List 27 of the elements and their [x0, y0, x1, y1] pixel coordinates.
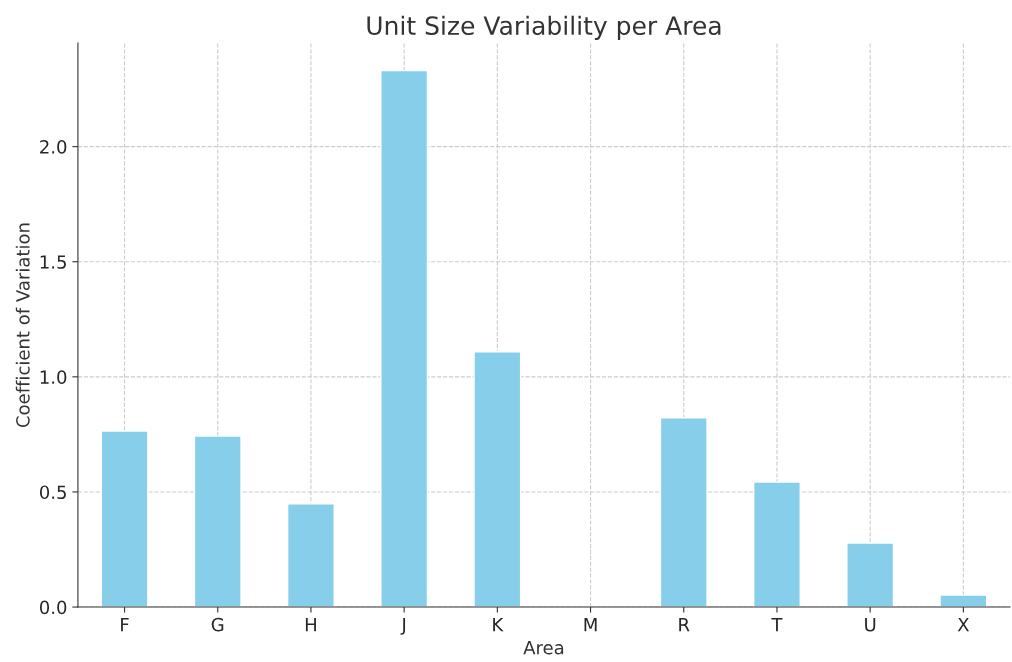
bar [752, 481, 801, 608]
chart-title: Unit Size Variability per Area [367, 15, 721, 40]
bar [286, 503, 335, 608]
bar [380, 69, 429, 608]
bar [193, 435, 242, 608]
bar [100, 430, 149, 608]
y-tick-label: 1.0 [40, 370, 67, 384]
x-tick-label: X [957, 618, 969, 632]
x-tick-label: R [679, 618, 690, 632]
x-tick-label: K [493, 618, 504, 632]
x-axis-title: Area [523, 641, 564, 655]
x-tick-label: J [400, 618, 406, 635]
x-tick-label: T [771, 618, 783, 632]
bar [659, 417, 708, 608]
y-tick-label: 2.0 [40, 140, 67, 154]
y-tick-label: 0.5 [39, 485, 66, 500]
y-tick-label: 1.5 [40, 255, 66, 269]
x-tick-label: F [121, 618, 129, 632]
bar [473, 351, 522, 608]
x-tick-label: G [211, 617, 224, 632]
y-tick-label: 0.0 [39, 600, 67, 615]
x-tick-label: H [305, 618, 316, 632]
bar [846, 542, 895, 608]
bar [939, 594, 988, 608]
x-tick-label: U [865, 618, 876, 632]
y-axis-title: Coefficient of Variation [15, 223, 30, 428]
x-tick-label: M [584, 618, 597, 632]
